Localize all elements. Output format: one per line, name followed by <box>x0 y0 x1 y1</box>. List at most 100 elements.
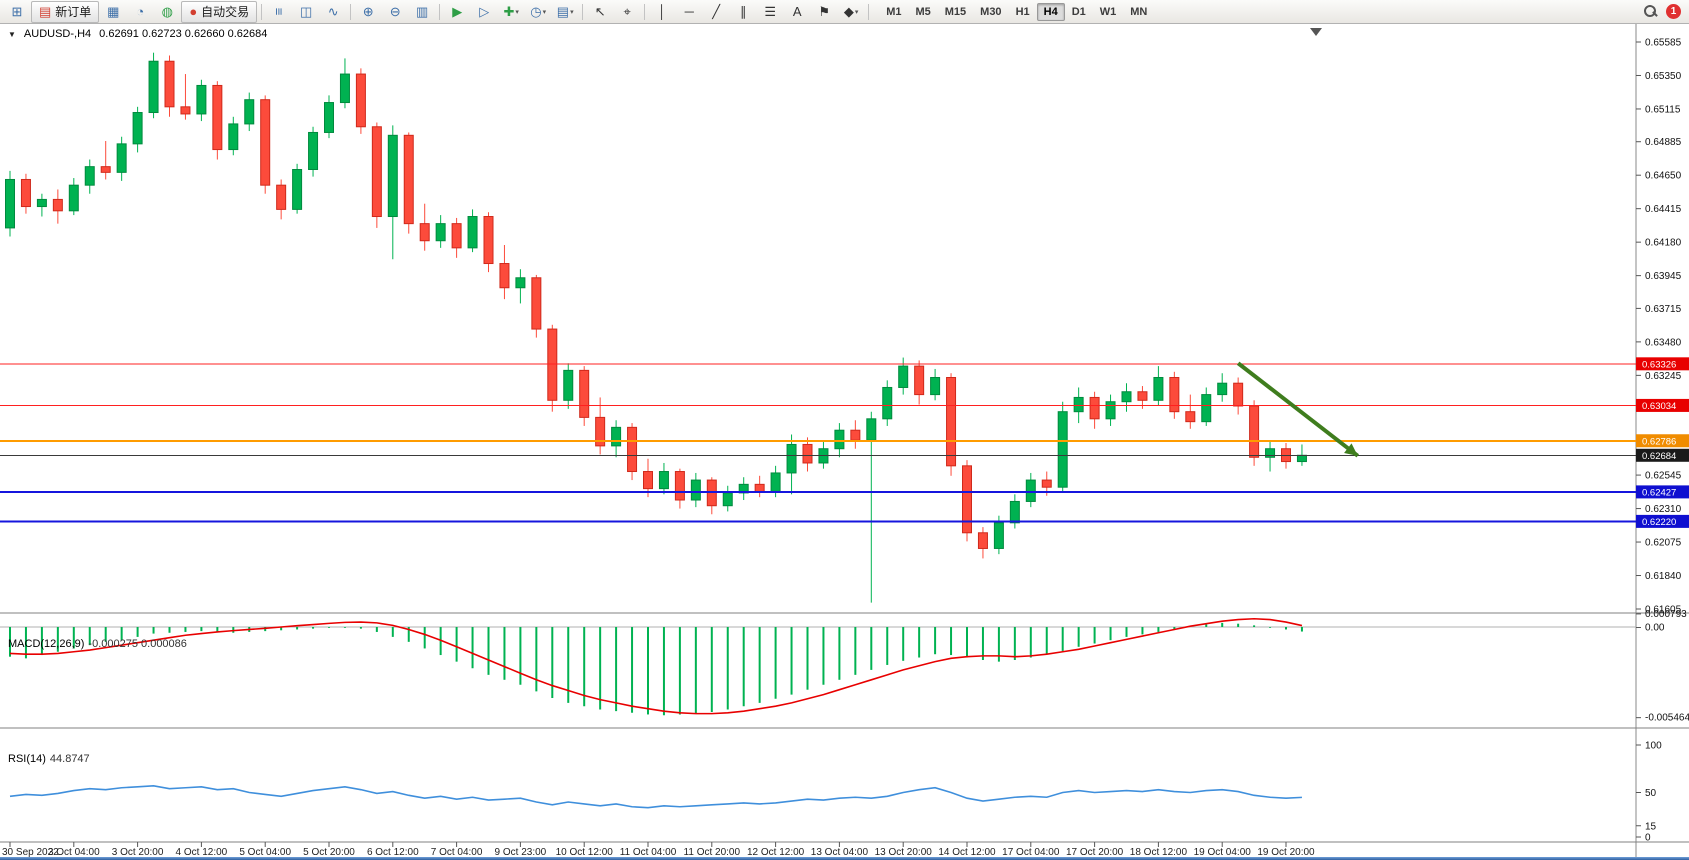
market-watch-icon[interactable]: ◍ <box>154 1 180 23</box>
timeframe-d1[interactable]: D1 <box>1071 5 1086 18</box>
zoom-out-icon: ⊖ <box>389 4 401 19</box>
periods-clock-icon: ◷ <box>530 4 542 19</box>
autotrading-button[interactable]: ● 自动交易 <box>181 0 258 23</box>
toolbar-items: ⊞ ▤ 新订单 ▦ ◔ ◍ ● 自动交易 ≡ ◫ ∿ ⊕ ⊖ ▥ ▶ ▷ ✚ ▾ ◷ ▾ ▤ ▾ ↖ ⌖ │ ─ ╱ ∥ ☰ A ⚑ ◆ ▾ <box>4 0 872 23</box>
indicators-add-icon[interactable]: ✚ ▾ <box>498 1 524 23</box>
template-icon[interactable]: ▤ ▾ <box>552 1 578 23</box>
timeframe-mn[interactable]: MN <box>1130 5 1148 18</box>
zoom-in-icon[interactable]: ⊕ <box>355 1 381 23</box>
timeframe-w1[interactable]: W1 <box>1099 5 1117 18</box>
chart-shift-icon: ▷ <box>479 4 490 19</box>
price-tag <box>1636 357 1689 371</box>
crosshair-icon[interactable]: ⌖ <box>614 1 640 23</box>
timeframe-m30[interactable]: M30 <box>980 5 1002 18</box>
charts-window-icon: ▦ <box>107 4 120 19</box>
toolbar: ⊞ ▤ 新订单 ▦ ◔ ◍ ● 自动交易 ≡ ◫ ∿ ⊕ ⊖ ▥ ▶ ▷ ✚ ▾ ◷ ▾ ▤ ▾ ↖ ⌖ │ ─ ╱ ∥ ☰ A ⚑ ◆ ▾ M… <box>0 0 1689 24</box>
candlestick-series[interactable] <box>5 52 1307 603</box>
svg-text:0.62310: 0.62310 <box>1645 504 1682 515</box>
timeframe-h1[interactable]: H1 <box>1015 5 1030 18</box>
svg-text:9 Oct 23:00: 9 Oct 23:00 <box>495 847 547 858</box>
chevron-down-icon: ▾ <box>515 8 519 16</box>
charts-window-icon[interactable]: ▦ <box>100 1 126 23</box>
new-order-button[interactable]: ▤ 新订单 <box>31 0 100 23</box>
notification-badge[interactable]: 1 <box>1666 4 1681 19</box>
macd-histogram <box>9 622 1303 716</box>
chevron-down-icon: ▾ <box>570 8 574 16</box>
svg-text:3 Oct 20:00: 3 Oct 20:00 <box>112 847 164 858</box>
trendline-icon[interactable]: ╱ <box>703 1 729 23</box>
svg-text:100: 100 <box>1645 741 1662 752</box>
price-axis: 0.65585 0.65350 0.65115 0.64885 0.64650 0.644… <box>1635 24 1682 860</box>
indicators-add-icon: ✚ <box>503 4 515 19</box>
search-icon[interactable] <box>1643 4 1658 19</box>
chart-area[interactable]: 0.65585 0.65350 0.65115 0.64885 0.64650 0.644… <box>0 24 1689 860</box>
price-tag <box>1636 514 1689 528</box>
price-tag <box>1636 434 1689 448</box>
crosshair-icon: ⌖ <box>623 4 631 19</box>
svg-text:13 Oct 20:00: 13 Oct 20:00 <box>875 847 933 858</box>
chart-dropdown-icon[interactable]: ▼ <box>8 29 16 39</box>
chart-shift-marker[interactable] <box>1310 28 1322 36</box>
svg-text:0.63034: 0.63034 <box>1642 401 1676 412</box>
timeframe-m15[interactable]: M15 <box>944 5 967 18</box>
candlestick-chart-icon[interactable]: ◫ <box>293 1 319 23</box>
svg-text:5 Oct 20:00: 5 Oct 20:00 <box>303 847 355 858</box>
market-watch-icon: ◍ <box>161 4 173 19</box>
fibonacci-icon[interactable]: ☰ <box>757 1 783 23</box>
svg-text:0.62786: 0.62786 <box>1642 436 1676 447</box>
tile-windows-icon[interactable]: ▥ <box>409 1 435 23</box>
window-bottom-border <box>0 857 1689 860</box>
svg-text:-0.005464: -0.005464 <box>1645 713 1689 724</box>
svg-text:0.00: 0.00 <box>1645 623 1665 634</box>
profiles-icon[interactable]: ◔ <box>127 1 153 23</box>
zoom-out-icon[interactable]: ⊖ <box>382 1 408 23</box>
svg-text:5 Oct 04:00: 5 Oct 04:00 <box>239 847 291 858</box>
text-label-icon[interactable]: ⚑ <box>811 1 837 23</box>
new-order-button-label: 新订单 <box>55 5 92 19</box>
vertical-line-icon: │ <box>658 4 667 19</box>
trend-arrow[interactable] <box>1236 361 1359 458</box>
svg-text:0.62220: 0.62220 <box>1642 517 1676 528</box>
new-chart-icon[interactable]: ⊞ <box>4 1 30 23</box>
timeframe-m5[interactable]: M5 <box>915 5 931 18</box>
line-chart-icon[interactable]: ∿ <box>320 1 346 23</box>
chart-canvas[interactable]: 0.65585 0.65350 0.65115 0.64885 0.64650 0.644… <box>0 24 1689 860</box>
svg-text:0.62684: 0.62684 <box>1642 451 1676 462</box>
svg-text:0.65115: 0.65115 <box>1645 104 1681 115</box>
auto-scroll-icon[interactable]: ▶ <box>444 1 470 23</box>
toolbar-separator <box>582 3 584 20</box>
candlestick-chart-icon: ◫ <box>300 4 313 19</box>
svg-text:6 Oct 12:00: 6 Oct 12:00 <box>367 847 419 858</box>
arrows-shapes-icon[interactable]: ◆ ▾ <box>838 1 864 23</box>
svg-text:7 Oct 04:00: 7 Oct 04:00 <box>431 847 483 858</box>
svg-text:11 Oct 04:00: 11 Oct 04:00 <box>620 847 677 858</box>
chart-shift-icon[interactable]: ▷ <box>471 1 497 23</box>
svg-text:0.65585: 0.65585 <box>1645 38 1682 49</box>
text-icon[interactable]: A <box>784 1 810 23</box>
horizontal-line-icon[interactable]: ─ <box>676 1 702 23</box>
chevron-down-icon: ▾ <box>542 8 547 16</box>
svg-text:11 Oct 20:00: 11 Oct 20:00 <box>684 847 741 858</box>
svg-text:17 Oct 20:00: 17 Oct 20:00 <box>1066 847 1124 858</box>
ohlc-bars-icon[interactable]: ≡ <box>266 1 292 23</box>
svg-text:0.64180: 0.64180 <box>1645 238 1682 249</box>
svg-text:10 Oct 12:00: 10 Oct 12:00 <box>556 847 614 858</box>
svg-text:50: 50 <box>1645 788 1657 799</box>
trendline-icon: ╱ <box>712 4 721 19</box>
horizontal-line-icon: ─ <box>684 4 694 19</box>
vertical-line-icon[interactable]: │ <box>649 1 675 23</box>
toolbar-right: 1 <box>1643 4 1685 19</box>
periods-clock-icon[interactable]: ◷ ▾ <box>525 1 551 23</box>
text-icon: A <box>792 4 802 19</box>
search-icon-circle <box>1644 5 1656 17</box>
timeframe-h4[interactable]: H4 <box>1036 2 1065 21</box>
equidistant-channel-icon[interactable]: ∥ <box>730 1 756 23</box>
price-tag <box>1636 448 1689 462</box>
toolbar-separator <box>439 3 441 20</box>
cursor-icon[interactable]: ↖ <box>587 1 613 23</box>
svg-text:0.63715: 0.63715 <box>1645 304 1682 315</box>
timeframe-m1[interactable]: M1 <box>886 5 902 18</box>
toolbar-separator <box>350 3 352 20</box>
